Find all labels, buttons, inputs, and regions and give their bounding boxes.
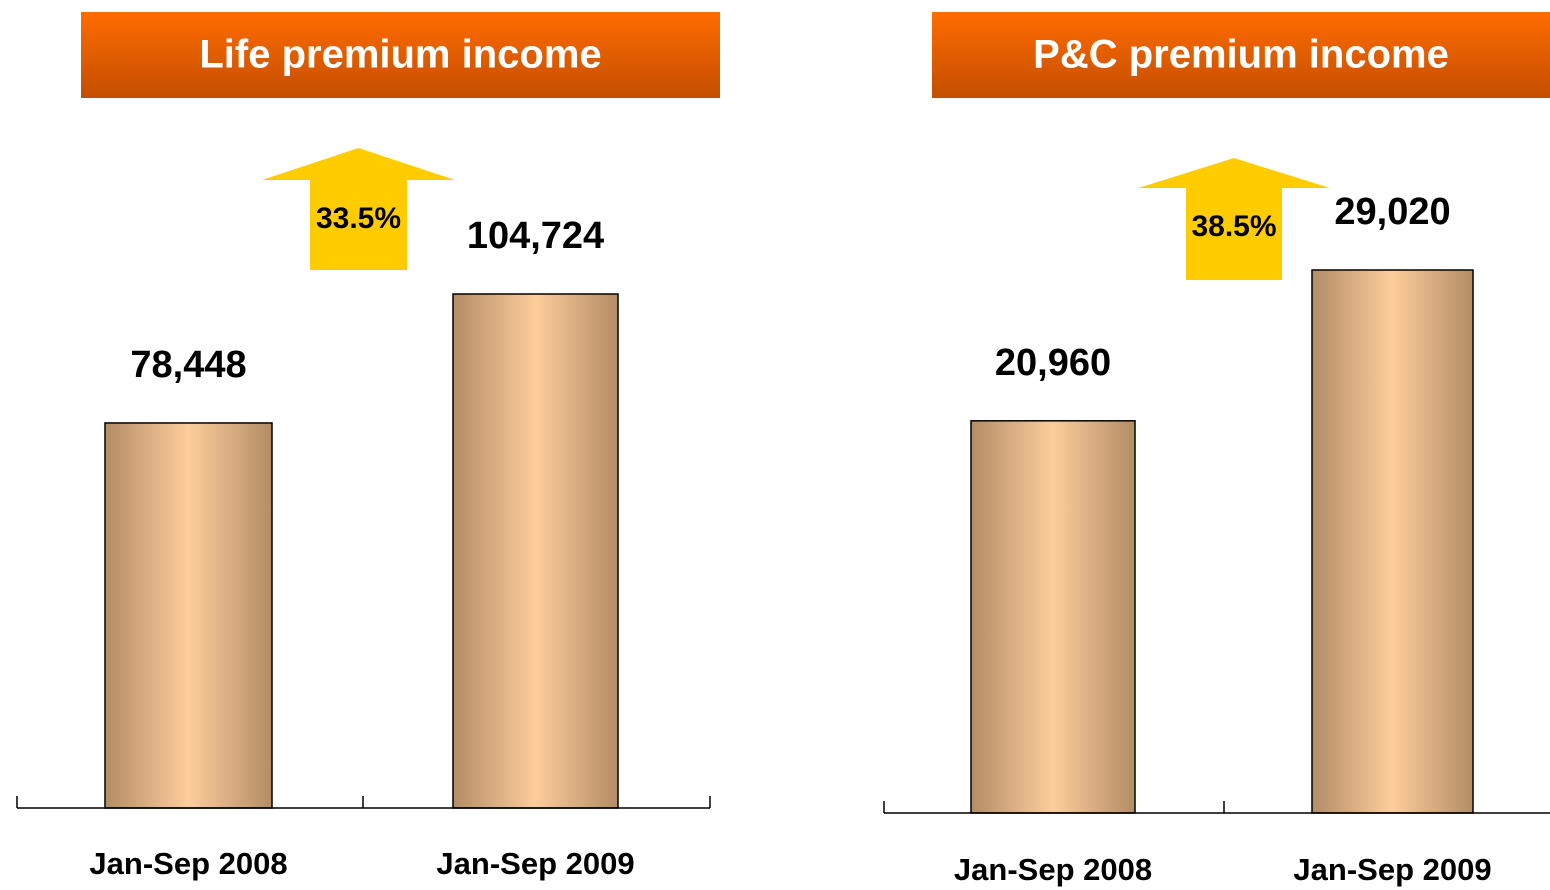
chart-title: P&C premium income <box>1033 33 1449 77</box>
title-banner <box>932 12 1550 98</box>
growth-label: 38.5% <box>1191 210 1276 243</box>
value-label: 29,020 <box>1334 191 1450 233</box>
chart-title: Life premium income <box>199 33 601 77</box>
bar <box>1311 269 1474 814</box>
x-tick-label: Jan-Sep 2008 <box>954 852 1152 887</box>
bar <box>104 422 273 809</box>
bar <box>452 293 619 809</box>
x-tick-label: Jan-Sep 2009 <box>436 846 634 881</box>
x-tick-label: Jan-Sep 2009 <box>1293 852 1491 887</box>
value-label: 104,724 <box>467 215 604 257</box>
value-label: 20,960 <box>995 342 1111 384</box>
growth-label: 33.5% <box>316 202 401 235</box>
growth-arrow <box>262 148 455 270</box>
title-banner <box>81 12 720 98</box>
value-label: 78,448 <box>130 344 246 386</box>
x-tick-label: Jan-Sep 2008 <box>89 846 287 881</box>
growth-arrow <box>1138 158 1330 280</box>
bar <box>970 420 1136 814</box>
